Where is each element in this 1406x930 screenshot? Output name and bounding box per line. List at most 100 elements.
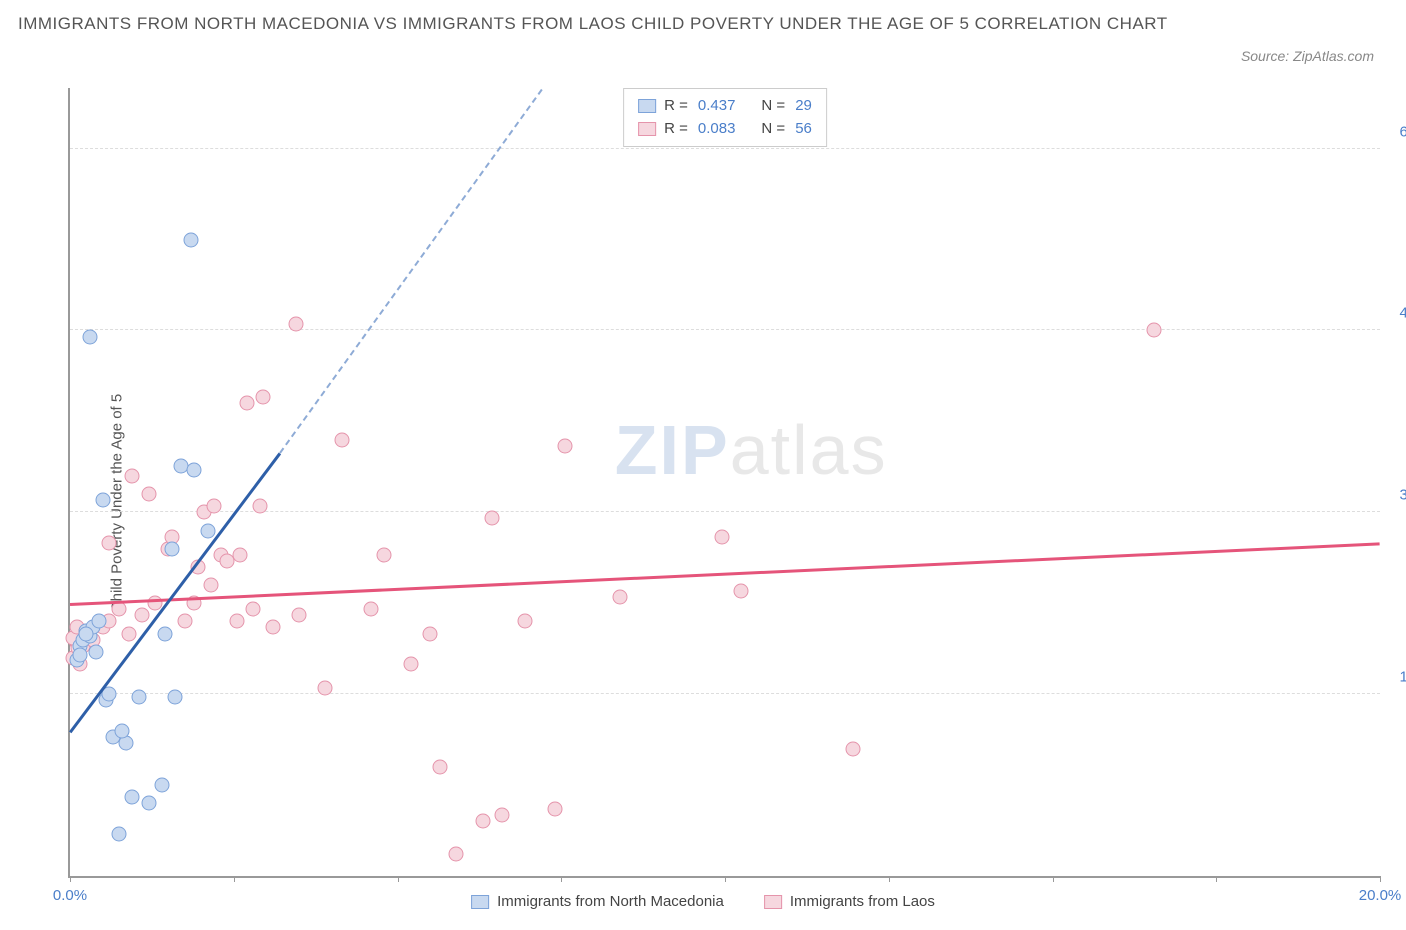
- scatter-point-s1: [187, 462, 202, 477]
- scatter-point-s2: [252, 499, 267, 514]
- gridline-horizontal: [70, 148, 1380, 149]
- scatter-point-s1: [184, 232, 199, 247]
- scatter-point-s2: [613, 590, 628, 605]
- scatter-point-s1: [164, 541, 179, 556]
- series-label-s1: Immigrants from North Macedonia: [497, 893, 724, 910]
- trend-line-extrapolated: [279, 88, 543, 453]
- x-tick-label: 0.0%: [53, 887, 87, 904]
- scatter-point-s2: [403, 656, 418, 671]
- scatter-point-s2: [547, 802, 562, 817]
- scatter-point-s2: [102, 535, 117, 550]
- legend-r-label: R =: [664, 118, 688, 141]
- chart-container: Child Poverty Under the Age of 5 ZIPatla…: [18, 88, 1388, 918]
- legend-n-label: N =: [761, 95, 785, 118]
- y-tick-label: 60.0%: [1387, 123, 1406, 140]
- legend-r-value-s1: 0.437: [698, 95, 736, 118]
- y-tick-label: 30.0%: [1387, 487, 1406, 504]
- scatter-point-s2: [239, 396, 254, 411]
- scatter-point-s1: [112, 826, 127, 841]
- x-tick: [70, 876, 71, 882]
- scatter-point-s1: [131, 689, 146, 704]
- scatter-point-s2: [125, 468, 140, 483]
- scatter-point-s2: [518, 614, 533, 629]
- series-legend-item-s2: Immigrants from Laos: [764, 893, 935, 910]
- legend-swatch-icon: [471, 895, 489, 909]
- x-tick: [889, 876, 890, 882]
- scatter-point-s2: [334, 432, 349, 447]
- series-legend: Immigrants from North Macedonia Immigran…: [471, 893, 935, 910]
- scatter-point-s2: [433, 759, 448, 774]
- scatter-point-s2: [475, 814, 490, 829]
- watermark-atlas: atlas: [730, 411, 888, 489]
- scatter-point-s1: [141, 796, 156, 811]
- scatter-point-s2: [246, 602, 261, 617]
- watermark: ZIPatlas: [615, 410, 888, 490]
- legend-row-s1: R = 0.437 N = 29: [638, 95, 812, 118]
- scatter-point-s2: [734, 584, 749, 599]
- scatter-point-s2: [1147, 323, 1162, 338]
- scatter-point-s2: [714, 529, 729, 544]
- legend-n-value-s1: 29: [795, 95, 812, 118]
- gridline-horizontal: [70, 329, 1380, 330]
- plot-area: ZIPatlas R = 0.437 N = 29 R = 0.083 N = …: [68, 88, 1380, 878]
- scatter-point-s1: [72, 648, 87, 663]
- x-tick: [1053, 876, 1054, 882]
- legend-n-value-s2: 56: [795, 118, 812, 141]
- scatter-point-s2: [485, 511, 500, 526]
- scatter-point-s1: [89, 644, 104, 659]
- scatter-point-s2: [266, 620, 281, 635]
- x-tick: [561, 876, 562, 882]
- scatter-point-s1: [167, 689, 182, 704]
- gridline-horizontal: [70, 693, 1380, 694]
- scatter-point-s2: [256, 390, 271, 405]
- scatter-point-s2: [495, 808, 510, 823]
- legend-swatch-icon: [764, 895, 782, 909]
- scatter-point-s2: [364, 602, 379, 617]
- scatter-point-s1: [200, 523, 215, 538]
- gridline-horizontal: [70, 511, 1380, 512]
- scatter-point-s2: [233, 547, 248, 562]
- scatter-point-s1: [154, 778, 169, 793]
- x-tick: [234, 876, 235, 882]
- x-tick-label: 20.0%: [1359, 887, 1402, 904]
- x-tick: [725, 876, 726, 882]
- scatter-point-s2: [449, 847, 464, 862]
- scatter-point-s2: [121, 626, 136, 641]
- scatter-point-s2: [557, 438, 572, 453]
- scatter-point-s1: [115, 723, 130, 738]
- scatter-point-s2: [288, 317, 303, 332]
- legend-row-s2: R = 0.083 N = 56: [638, 118, 812, 141]
- chart-title: IMMIGRANTS FROM NORTH MACEDONIA VS IMMIG…: [18, 10, 1388, 37]
- correlation-legend: R = 0.437 N = 29 R = 0.083 N = 56: [623, 88, 827, 147]
- scatter-point-s2: [423, 626, 438, 641]
- scatter-point-s1: [157, 626, 172, 641]
- x-tick: [1380, 876, 1381, 882]
- legend-r-value-s2: 0.083: [698, 118, 736, 141]
- scatter-point-s1: [125, 790, 140, 805]
- scatter-point-s1: [95, 493, 110, 508]
- trend-line: [70, 543, 1380, 606]
- legend-swatch-s2: [638, 122, 656, 136]
- scatter-point-s2: [207, 499, 222, 514]
- y-tick-label: 45.0%: [1387, 305, 1406, 322]
- legend-swatch-s1: [638, 99, 656, 113]
- y-tick-label: 15.0%: [1387, 669, 1406, 686]
- scatter-point-s2: [292, 608, 307, 623]
- scatter-point-s2: [845, 741, 860, 756]
- scatter-point-s2: [141, 487, 156, 502]
- series-legend-item-s1: Immigrants from North Macedonia: [471, 893, 724, 910]
- watermark-zip: ZIP: [615, 411, 730, 489]
- legend-r-label: R =: [664, 95, 688, 118]
- series-label-s2: Immigrants from Laos: [790, 893, 935, 910]
- scatter-point-s2: [377, 547, 392, 562]
- scatter-point-s1: [82, 329, 97, 344]
- scatter-point-s2: [318, 681, 333, 696]
- scatter-point-s1: [79, 626, 94, 641]
- scatter-point-s2: [177, 614, 192, 629]
- scatter-point-s2: [230, 614, 245, 629]
- source-attribution: Source: ZipAtlas.com: [1241, 48, 1374, 64]
- legend-n-label: N =: [761, 118, 785, 141]
- x-tick: [1216, 876, 1217, 882]
- scatter-point-s1: [92, 614, 107, 629]
- x-tick: [398, 876, 399, 882]
